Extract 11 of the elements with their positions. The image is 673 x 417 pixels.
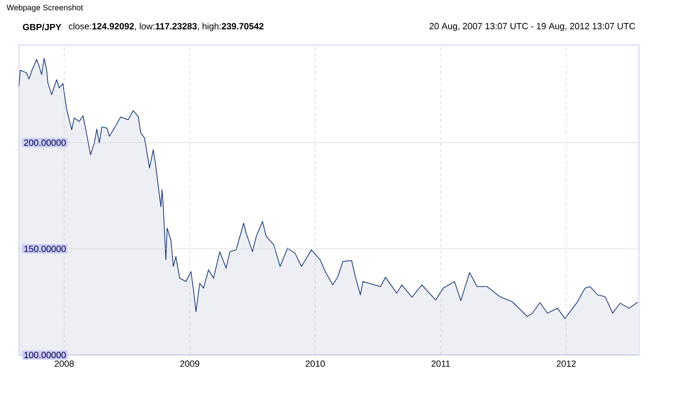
text: close:124.92092, low:117.23283, high:239.70542 — [68, 22, 264, 32]
x-tick-label: 2011 — [432, 360, 450, 367]
x-tick-label: 2012 — [556, 360, 576, 367]
x-tick-label: 2009 — [180, 360, 200, 367]
chart-subtitle: 20 Aug, 2007 13:07 UTC - 19 Aug, 2012 13:07 UTC — [430, 22, 636, 32]
y-tick-label: 150.00000 — [24, 246, 66, 252]
chart-title: GBP/JPY — [22, 24, 62, 30]
x-tick-label: 2010 — [306, 360, 325, 367]
y-tick-label: 100.00000 — [24, 352, 66, 358]
y-tick-label: 200.00000 — [24, 139, 66, 146]
x-tick-label: 2008 — [54, 360, 74, 367]
